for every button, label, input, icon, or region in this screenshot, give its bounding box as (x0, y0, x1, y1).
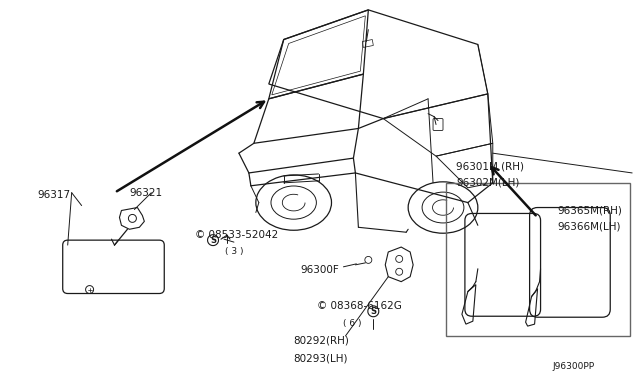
Text: ( 3 ): ( 3 ) (225, 247, 243, 256)
Text: © 08533-52042: © 08533-52042 (195, 230, 278, 240)
Bar (446, 183, 630, 336)
Text: © 08368-6162G: © 08368-6162G (317, 301, 401, 311)
Text: 96365M(RH): 96365M(RH) (557, 206, 622, 215)
Text: S: S (371, 307, 376, 316)
Text: 96366M(LH): 96366M(LH) (557, 221, 621, 231)
Text: 96301M (RH): 96301M (RH) (456, 161, 524, 171)
Text: 96302M(LH): 96302M(LH) (456, 178, 519, 188)
Text: 96317: 96317 (38, 190, 71, 200)
Text: 96300F: 96300F (301, 265, 339, 275)
Text: ( 6 ): ( 6 ) (344, 319, 362, 328)
Text: 96321: 96321 (129, 188, 163, 198)
Text: 80293(LH): 80293(LH) (294, 354, 348, 364)
Text: 80292(RH): 80292(RH) (294, 336, 349, 346)
Text: S: S (210, 235, 216, 245)
Text: J96300PP: J96300PP (552, 362, 595, 371)
